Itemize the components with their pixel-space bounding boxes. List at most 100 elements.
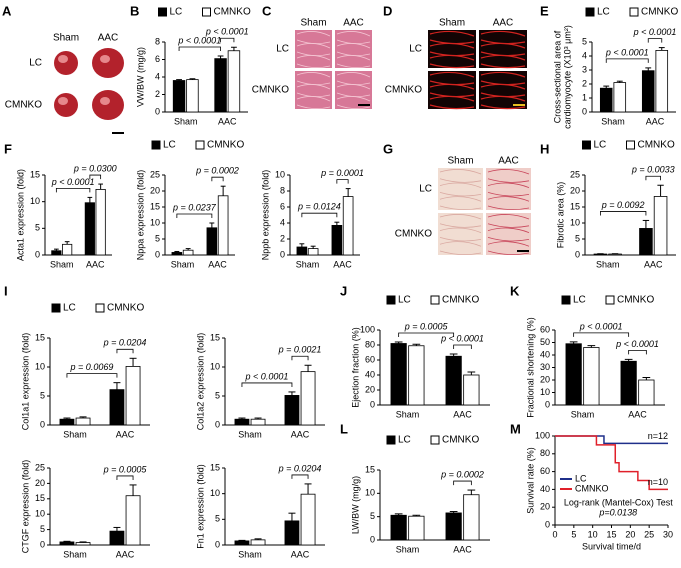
bar (565, 343, 582, 406)
x-tick-label: AAC (116, 429, 135, 439)
y-tick-label: 20 (570, 185, 580, 195)
panel-letter: B (130, 3, 139, 18)
texture (439, 169, 482, 175)
significance-bracket (116, 348, 134, 354)
panel-letter: H (540, 141, 549, 156)
texture (487, 223, 530, 228)
micrograph (335, 30, 372, 68)
y-tick-label: 30 (540, 362, 550, 372)
texture (296, 43, 331, 49)
x-tick-label: 10 (588, 529, 598, 539)
x-tick-label: AAC (453, 409, 472, 419)
x-tick-label: Sham (396, 544, 420, 554)
micrograph (428, 71, 476, 109)
y-tick-label: 0 (40, 419, 45, 429)
bar (655, 50, 669, 113)
significance-bracket (291, 474, 309, 479)
y-axis-label: Nppb expression (fold) (260, 170, 270, 261)
x-tick-label: AAC (218, 116, 237, 126)
y-axis-label: Cross-sectional area of (552, 30, 562, 123)
micrograph (428, 30, 476, 68)
x-tick-label: 5 (571, 529, 576, 539)
micrograph (479, 30, 527, 68)
legend-label: CMNKO (107, 303, 144, 314)
bar (125, 495, 141, 546)
y-tick-label: 80 (365, 339, 375, 349)
legend-label: LC (63, 303, 76, 314)
p-value: p < 0.0001 (440, 333, 484, 343)
p-value: p < 0.0001 (177, 35, 221, 45)
bar (613, 82, 627, 113)
x-tick-label: Sham (571, 409, 595, 419)
bar (300, 493, 316, 546)
y-tick-label: 15 (35, 493, 45, 503)
y-tick-label: 5 (215, 514, 220, 524)
texture (336, 84, 371, 90)
x-tick-label: AAC (208, 259, 227, 269)
significance-bracket (178, 46, 221, 51)
bar (620, 360, 637, 406)
texture (336, 31, 371, 37)
texture (439, 250, 482, 255)
y-tick-label: 4 (155, 71, 160, 81)
y-axis-label: Fractional shortening (%) (525, 317, 535, 418)
texture (439, 241, 482, 247)
p-value: p = 0.0300 (73, 163, 117, 173)
legend-label: CMNKO (442, 435, 479, 446)
x-tick-label: AAC (453, 544, 472, 554)
legend-swatch (151, 140, 161, 150)
x-tick-label: AAC (291, 429, 310, 439)
legend-label: CMNKO (207, 140, 244, 151)
row-label: LC (419, 184, 432, 195)
y-axis-label: Survival rate (%) (525, 447, 535, 514)
bar (390, 514, 407, 541)
bar (593, 253, 608, 256)
texture (336, 63, 371, 68)
y-tick-label: 2 (582, 78, 587, 88)
bar (84, 202, 95, 256)
x-tick-label: 20 (625, 529, 635, 539)
panel-letter: D (383, 3, 392, 18)
bar (125, 366, 141, 426)
column-label: Sham (447, 156, 473, 167)
texture (336, 104, 371, 109)
texture (296, 72, 331, 78)
y-tick-label: 15 (210, 462, 220, 472)
y-tick-label: 10 (35, 509, 45, 519)
y-tick-label: 8 (280, 185, 285, 195)
p-value: p < 0.0001 (633, 27, 677, 37)
legend-swatch (158, 7, 167, 17)
survival-curve (555, 435, 668, 491)
micrograph (295, 71, 332, 109)
texture (429, 95, 475, 102)
significance-bracket (301, 212, 338, 218)
legend-swatch (626, 140, 635, 150)
p-value: p = 0.0092 (601, 200, 645, 210)
texture (487, 196, 530, 202)
bar (109, 389, 125, 426)
n-label: n=12 (648, 431, 668, 441)
y-tick-label: 0 (155, 249, 160, 259)
p-value: p < 0.0001 (205, 27, 249, 37)
x-tick-label: AAC (646, 116, 665, 126)
y-tick-label: 15 (570, 201, 580, 211)
column-label: AAC (493, 18, 514, 29)
heart-highlight (100, 55, 110, 63)
x-tick-label: 0 (552, 529, 557, 539)
p-value: p < 0.0001 (615, 339, 659, 349)
bar (296, 246, 308, 256)
y-tick-label: 0 (370, 534, 375, 544)
texture (487, 237, 530, 242)
texture (439, 182, 482, 188)
legend-swatch (585, 7, 595, 17)
legend-swatch (386, 295, 396, 305)
y-tick-label: 0 (280, 249, 285, 259)
p-value: p = 0.0005 (103, 464, 148, 474)
bar (214, 58, 227, 113)
legend-swatch (582, 140, 591, 150)
x-tick-label: Sham (296, 259, 320, 269)
bar (342, 196, 354, 256)
texture (480, 42, 526, 49)
heart-highlight (100, 97, 110, 105)
y-tick-label: 40 (540, 349, 550, 359)
